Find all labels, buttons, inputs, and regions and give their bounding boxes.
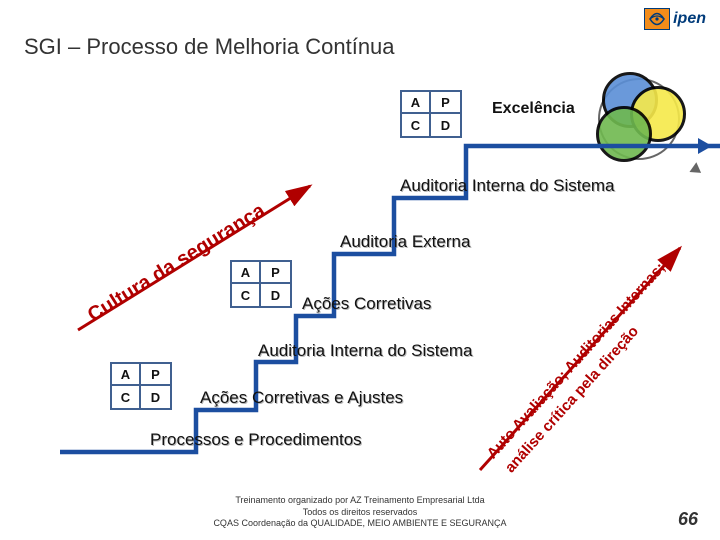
footer-line-3: CQAS Coordenação da QUALIDADE, MEIO AMBI…: [0, 518, 720, 530]
step-acoes-ajustes: Ações Corretivas e Ajustes: [200, 388, 403, 408]
page-number: 66: [678, 509, 698, 530]
step-auditoria-ext: Auditoria Externa: [340, 232, 470, 252]
footer-line-2: Todos os direitos reservados: [0, 507, 720, 519]
diagram-canvas: Excelência APCDAPCDAPCD Processos e Proc…: [0, 0, 720, 540]
step-acoes-corr: Ações Corretivas: [302, 294, 431, 314]
step-auditoria-int2: Auditoria Interna do Sistema: [400, 176, 615, 196]
footer-line-1: Treinamento organizado por AZ Treinament…: [0, 495, 720, 507]
footer: Treinamento organizado por AZ Treinament…: [0, 495, 720, 530]
step-processos: Processos e Procedimentos: [150, 430, 362, 450]
step-auditoria-int: Auditoria Interna do Sistema: [258, 341, 473, 361]
staircase-arrow: [0, 0, 720, 540]
